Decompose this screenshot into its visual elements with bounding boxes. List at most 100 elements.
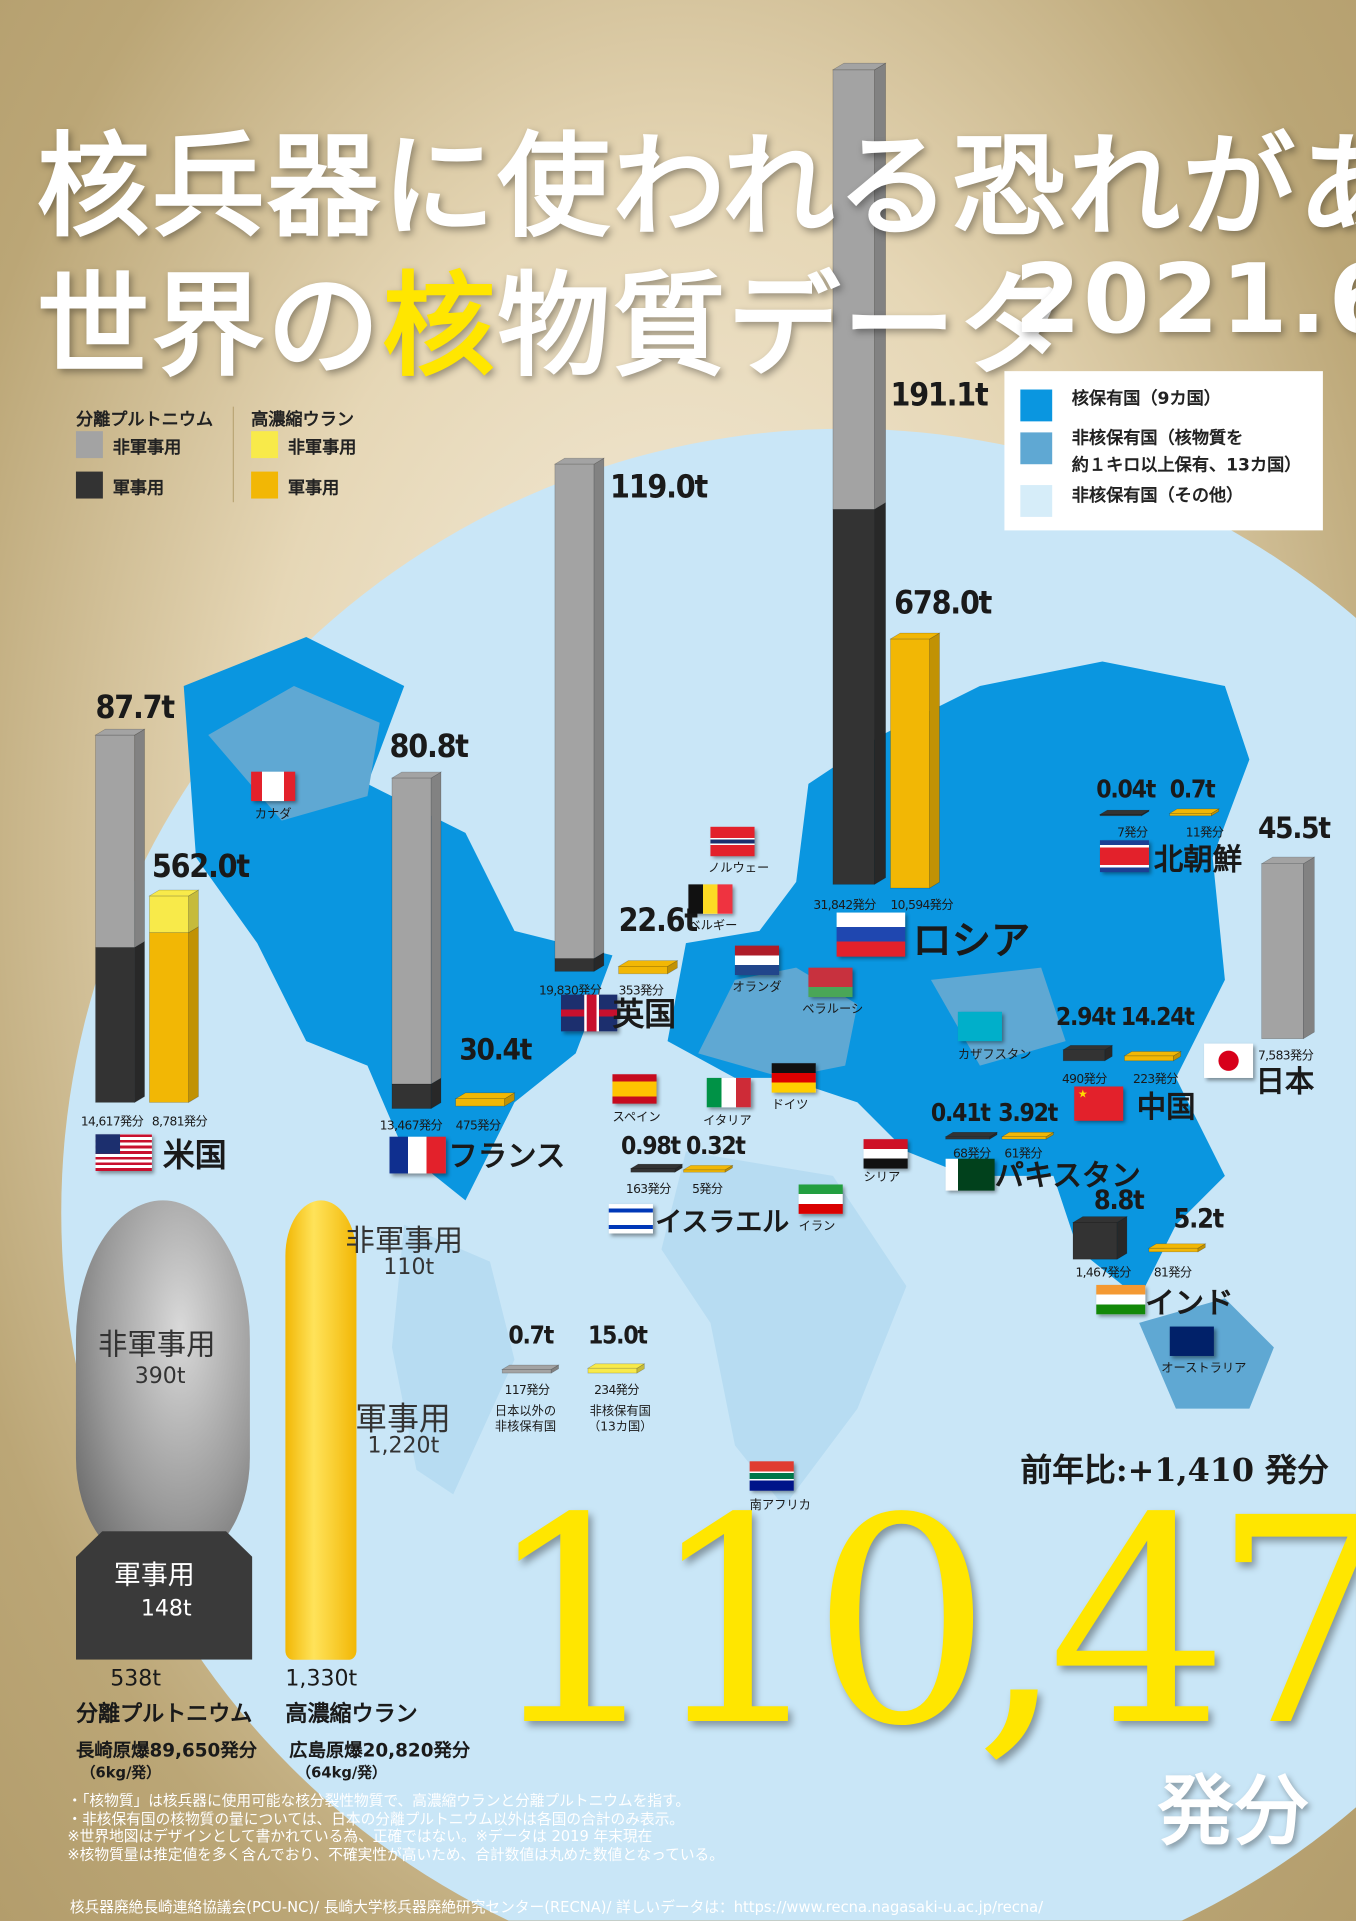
africa [661,1151,907,1507]
ru-pu-value: 191.1t [890,377,989,415]
us-flag [95,1134,152,1172]
us-heu-value: 562.0t [151,848,250,886]
bar-ru-pu-top [831,62,887,71]
bar-us-heu-side-1 [188,889,199,934]
note: ・「核物質」は核兵器に使用可能な核分裂性物質で、高濃縮ウランと分離プルトニウムを… [67,1792,691,1810]
australia-flag [1169,1326,1214,1356]
il-name: イスラエル [655,1207,790,1239]
heu-name: 高濃縮ウラン [285,1701,418,1728]
in-pu-count: 1,467発分 [1075,1266,1131,1281]
fr-pu-value: 80.8t [389,728,470,766]
kp-heu-count: 11発分 [1185,826,1224,841]
source-link[interactable]: 核兵器廃絶長崎連絡協議会(PCU-NC)/ 長崎大学核兵器廃絶研究センター(RE… [69,1898,1044,1916]
il-flag [608,1204,653,1234]
cn-pu-count: 490発分 [1061,1073,1107,1087]
grand-total-unit: 発分 [1157,1766,1310,1856]
bar-kp-heu-side-0 [1211,808,1220,817]
legend-label: 軍事用 [112,478,165,499]
kp-flag [1099,840,1149,873]
minor-country-label: 南アフリカ [749,1499,811,1513]
pk-pu-count: 68発分 [952,1147,991,1162]
us-name: 米国 [162,1137,227,1175]
south-africa-flag [749,1461,794,1491]
note: ※世界地図はデザインとして書かれている為、正確ではない。※データは 2019 年… [67,1827,653,1845]
heu-unit: （64kg/発） [296,1763,387,1782]
minor-country-label: カナダ [254,808,292,822]
note: ・非核保有国の核物質の量については、日本の分離プルトニウム以外は各国の合計のみ表… [67,1809,684,1827]
bar-in-pu-front-0 [1072,1222,1118,1260]
bar-nn-heu-top [586,1363,646,1369]
uk-heu-count: 353発分 [618,984,664,999]
minor-country-label: オランダ [732,981,782,995]
pu-mil-value: 148t [140,1596,192,1622]
bar-uk-pu-side-1 [593,457,605,960]
jp-pu-count: 7,583発分 [1257,1049,1314,1064]
bar-in-heu-front-0 [1148,1247,1199,1253]
us-heu-count: 8,781発分 [151,1115,208,1130]
bar-kp-heu-top [1168,808,1220,814]
pu-civil-value: 390t [134,1363,186,1390]
bar-fr-pu-top [390,771,443,779]
pk-flag [945,1158,995,1191]
map-legend: 核保有国（9カ国） 非核保有国（核物質を 約１キロ以上保有、13カ国） 非核保有… [1004,371,1323,531]
fr-name: フランス [448,1139,566,1174]
pk-heu-value: 3.92t [998,1097,1058,1127]
bar-pk-pu-front-0 [945,1136,991,1140]
legend-swatch-heu-military [251,471,279,499]
bar-in-heu-top [1147,1243,1207,1249]
bar-fr-pu-front-0 [391,1083,432,1109]
bar-nn-heu-front-0 [587,1367,638,1374]
bar-us-heu-front-1 [149,895,189,933]
minor-country-label: イラン [798,1220,836,1234]
canada-flag [251,771,296,802]
in-heu-value: 5.2t [1173,1204,1224,1235]
bar-us-pu-side-1 [134,728,145,948]
us-pu-value: 87.7t [95,689,176,727]
pu-name: 分離プルトニウム [75,1701,253,1728]
bar-fr-pu-front-1 [391,777,432,1085]
bar-in-pu-top [1071,1216,1129,1223]
in-flag [1096,1284,1146,1315]
bar-in-pu-side-0 [1116,1216,1128,1260]
bar-us-pu-front-0 [95,947,136,1103]
cn-pu-value: 2.94t [1055,1001,1116,1032]
kp-pu-count: 7発分 [1117,826,1148,841]
germany-flag [771,1063,816,1093]
plutonium-bomb-base [75,1531,253,1660]
bar-cn-heu-front-0 [1124,1055,1174,1062]
il-pu-count: 163発分 [625,1183,671,1197]
bar-uk-pu-top [553,457,605,465]
fr-heu-value: 30.4t [459,1032,532,1067]
iran-flag [798,1184,843,1214]
note: ※核物質量は推定値を多く含んでおり、不確実性が高いため、合計数値は丸めた数値とな… [67,1845,724,1863]
uk-pu-value: 119.0t [610,469,708,506]
bar-nn-pu-front-0 [501,1369,552,1374]
legend-swatch-pu-civil [75,431,103,459]
bar-nn-pu-top [501,1364,560,1370]
nn-pu-label: 日本以外の 非核保有国 [495,1404,556,1436]
us-pu-count: 14,617発分 [80,1115,144,1130]
plutonium-bomb-icon [75,1200,250,1568]
nn-pu-value: 0.7t [508,1320,554,1350]
uk-flag [561,994,618,1032]
fr-heu-count: 475発分 [455,1119,501,1134]
bar-cn-heu-top [1123,1051,1182,1057]
il-pu-value: 0.98t [621,1130,681,1160]
canada [208,685,380,821]
syria-flag [863,1139,908,1169]
bar-ru-heu-top [889,632,941,640]
legend-swatch-non-nuclear-other [1020,485,1053,517]
legend-label: 非核保有国（その他） [1071,486,1244,506]
bar-fr-heu-top [454,1092,516,1100]
label-line: 日本以外の [494,1404,557,1419]
pk-name: パキスタン [994,1158,1141,1194]
in-heu-count: 81発分 [1153,1266,1192,1281]
bar-jp-pu-top [1260,856,1316,865]
bar-us-pu-front-1 [95,734,136,948]
kp-heu-value: 0.7t [1169,774,1216,804]
ru-flag [836,912,906,957]
bar-uk-heu-top [617,960,679,967]
heu-mil-label: 軍事用 [355,1401,451,1439]
ru-heu-value: 678.0t [894,585,992,623]
